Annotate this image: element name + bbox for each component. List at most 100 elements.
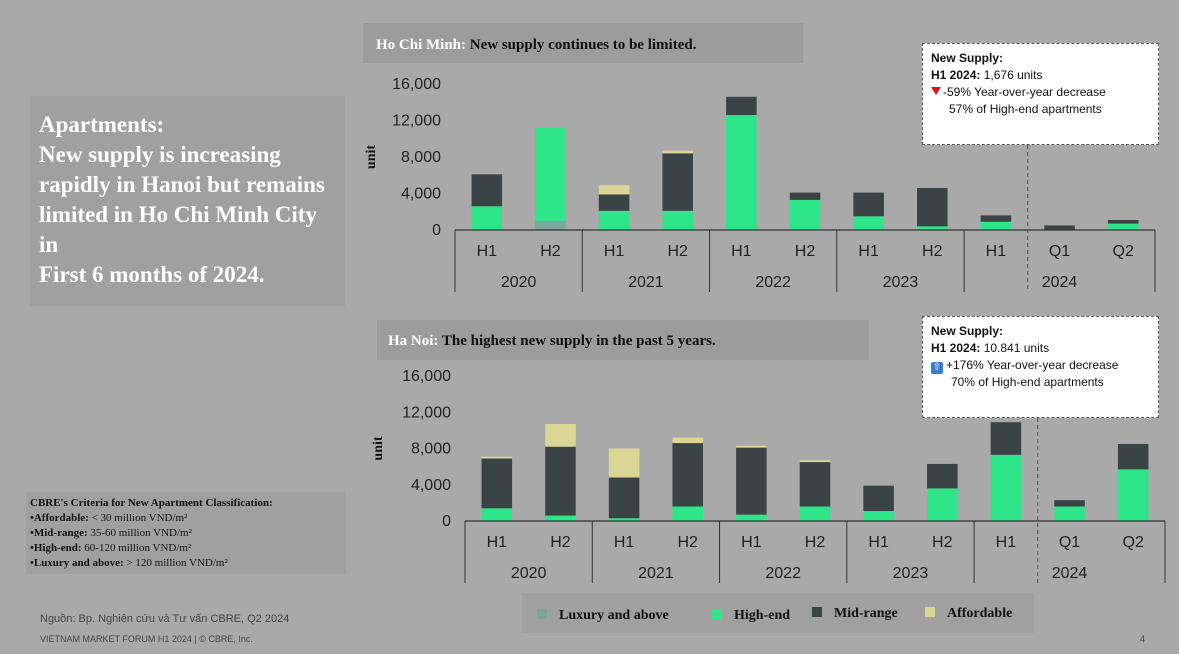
bar-segment (980, 215, 1012, 222)
bar-segment (1107, 219, 1139, 224)
hcm-title-text: New supply continues to be limited. (466, 37, 697, 53)
bar-segment (980, 221, 1012, 230)
criteria-title: CBRE's Criteria for New Apartment Classi… (30, 497, 273, 509)
y-tick-label: 8,000 (411, 441, 451, 458)
hcm-info-value: 1,676 units (980, 68, 1043, 82)
bar-segment (608, 518, 640, 521)
y-tick-label: 4,000 (411, 477, 451, 494)
bar-segment (662, 150, 693, 154)
hanoi-info-value: 10.841 units (980, 341, 1050, 355)
hcm-title-city: Ho Chi Minh: (376, 37, 467, 53)
bar-segment (799, 462, 831, 507)
bar-segment (863, 511, 894, 521)
x-group-label: 2020 (501, 274, 537, 291)
y-tick-label: 8,000 (401, 149, 441, 166)
criteria-label: •High-end: (30, 542, 82, 554)
x-tick-label: H2 (540, 243, 561, 260)
y-tick-label: 0 (432, 222, 441, 239)
x-tick-label: H1 (986, 243, 1007, 260)
bar-segment (917, 226, 948, 230)
hanoi-info-line2: ⇧ +176% Year-over-year decrease (931, 357, 1150, 374)
criteria-value: > 120 million VND/m² (123, 557, 228, 569)
hcm-chart-title: Ho Chi Minh: New supply continues to be … (376, 37, 696, 54)
x-group-label: 2024 (1042, 274, 1078, 291)
bar-segment (917, 188, 948, 227)
criteria-value: 35-60 million VND/m² (87, 527, 192, 539)
bar-segment (726, 115, 757, 230)
y-axis-label: unit (371, 436, 386, 460)
criteria-label: •Luxury and above: (30, 557, 124, 569)
hanoi-title-text: The highest new supply in the past 5 yea… (438, 333, 716, 349)
x-group-label: 2022 (765, 565, 801, 582)
legend-swatch (812, 607, 822, 617)
bar-segment (598, 210, 630, 230)
legend-item-mid-range: Mid-range (812, 606, 898, 622)
hcm-supply-chart: 0 4,000 8,000 12,000 16,000 unit 2020 2021 2022 2… (364, 76, 1156, 292)
x-tick-label: H1 (868, 534, 889, 551)
hcm-info-label: H1 2024: (931, 68, 981, 82)
x-tick-label: Q2 (1123, 534, 1144, 551)
legend (522, 593, 1034, 633)
x-group-label: 2021 (638, 565, 674, 582)
criteria-row-high-end: •High-end: 60-120 million VND/m² (30, 541, 340, 556)
x-tick-label: Q1 (1059, 534, 1080, 551)
bar-segment (672, 443, 703, 507)
bar-segment (535, 127, 566, 221)
bar-segment (545, 446, 576, 516)
hanoi-info-label: H1 2024: (931, 341, 981, 355)
x-group-label: 2021 (628, 274, 664, 291)
x-tick-label: Q2 (1113, 243, 1134, 260)
headline: Apartments: New supply is increasing rap… (39, 112, 325, 287)
bar-segment (1107, 223, 1139, 230)
x-tick-label: H2 (668, 243, 689, 260)
hcm-info-line1: H1 2024: 1,676 units (931, 67, 1150, 84)
hcm-info-share: 57% of High-end apartments (949, 102, 1102, 116)
bar-segment (608, 448, 640, 478)
x-tick-label: H1 (614, 534, 635, 551)
y-tick-label: 4,000 (401, 186, 441, 203)
bar-segment (853, 216, 884, 230)
legend-label: Mid-range (834, 606, 898, 621)
hanoi-info-heading: New Supply: (931, 324, 1004, 338)
hanoi-info-line1: H1 2024: 10.841 units (931, 340, 1150, 357)
criteria-panel (26, 492, 346, 574)
page-number: 4 (1140, 634, 1146, 644)
bar-segment (726, 96, 757, 116)
bar-segment (1117, 443, 1149, 470)
x-tick-label: H1 (487, 534, 508, 551)
legend-label: High-end (734, 608, 791, 623)
bar-segment (736, 447, 767, 515)
bar-segment (853, 192, 884, 217)
bar-segment (471, 174, 503, 207)
hanoi-title-city: Ha Noi: (388, 333, 439, 349)
hcm-info-change: -59% Year-over-year decrease (943, 85, 1106, 99)
bar-segment (672, 437, 703, 444)
hcm-info-heading: New Supply: (931, 51, 1004, 65)
bar-segment (927, 488, 958, 521)
bar-segment (863, 485, 894, 512)
x-tick-label: Q1 (1049, 243, 1070, 260)
x-tick-label: H1 (731, 243, 752, 260)
y-tick-label: 12,000 (392, 113, 441, 130)
hanoi-title-panel (377, 320, 869, 360)
y-tick-label: 12,000 (402, 404, 451, 421)
bar-segment (662, 153, 693, 211)
y-tick-label: 0 (442, 513, 451, 530)
bar-segment (545, 424, 576, 447)
bar-segment (990, 454, 1022, 521)
bar-segment (598, 194, 630, 211)
bar-segment (1054, 500, 1085, 507)
bar-segment (481, 508, 513, 521)
hcm-title-panel (363, 23, 803, 63)
hanoi-supply-chart: 0 4,000 8,000 12,000 16,000 unit 2020 2021 2022 2… (371, 368, 1166, 583)
bar-segment (1054, 506, 1085, 521)
criteria-row-mid-range: •Mid-range: 35-60 million VND/m² (30, 526, 340, 541)
bar-segment (598, 185, 630, 195)
legend-swatch (712, 609, 722, 619)
legend-label: Affordable (947, 606, 1013, 621)
bar-segment (736, 445, 767, 448)
x-group-label: 2020 (511, 565, 547, 582)
criteria-value: 60-120 million VND/m² (81, 542, 192, 554)
legend-item-luxury: Luxury and above (537, 608, 669, 624)
x-tick-label: H2 (678, 534, 699, 551)
